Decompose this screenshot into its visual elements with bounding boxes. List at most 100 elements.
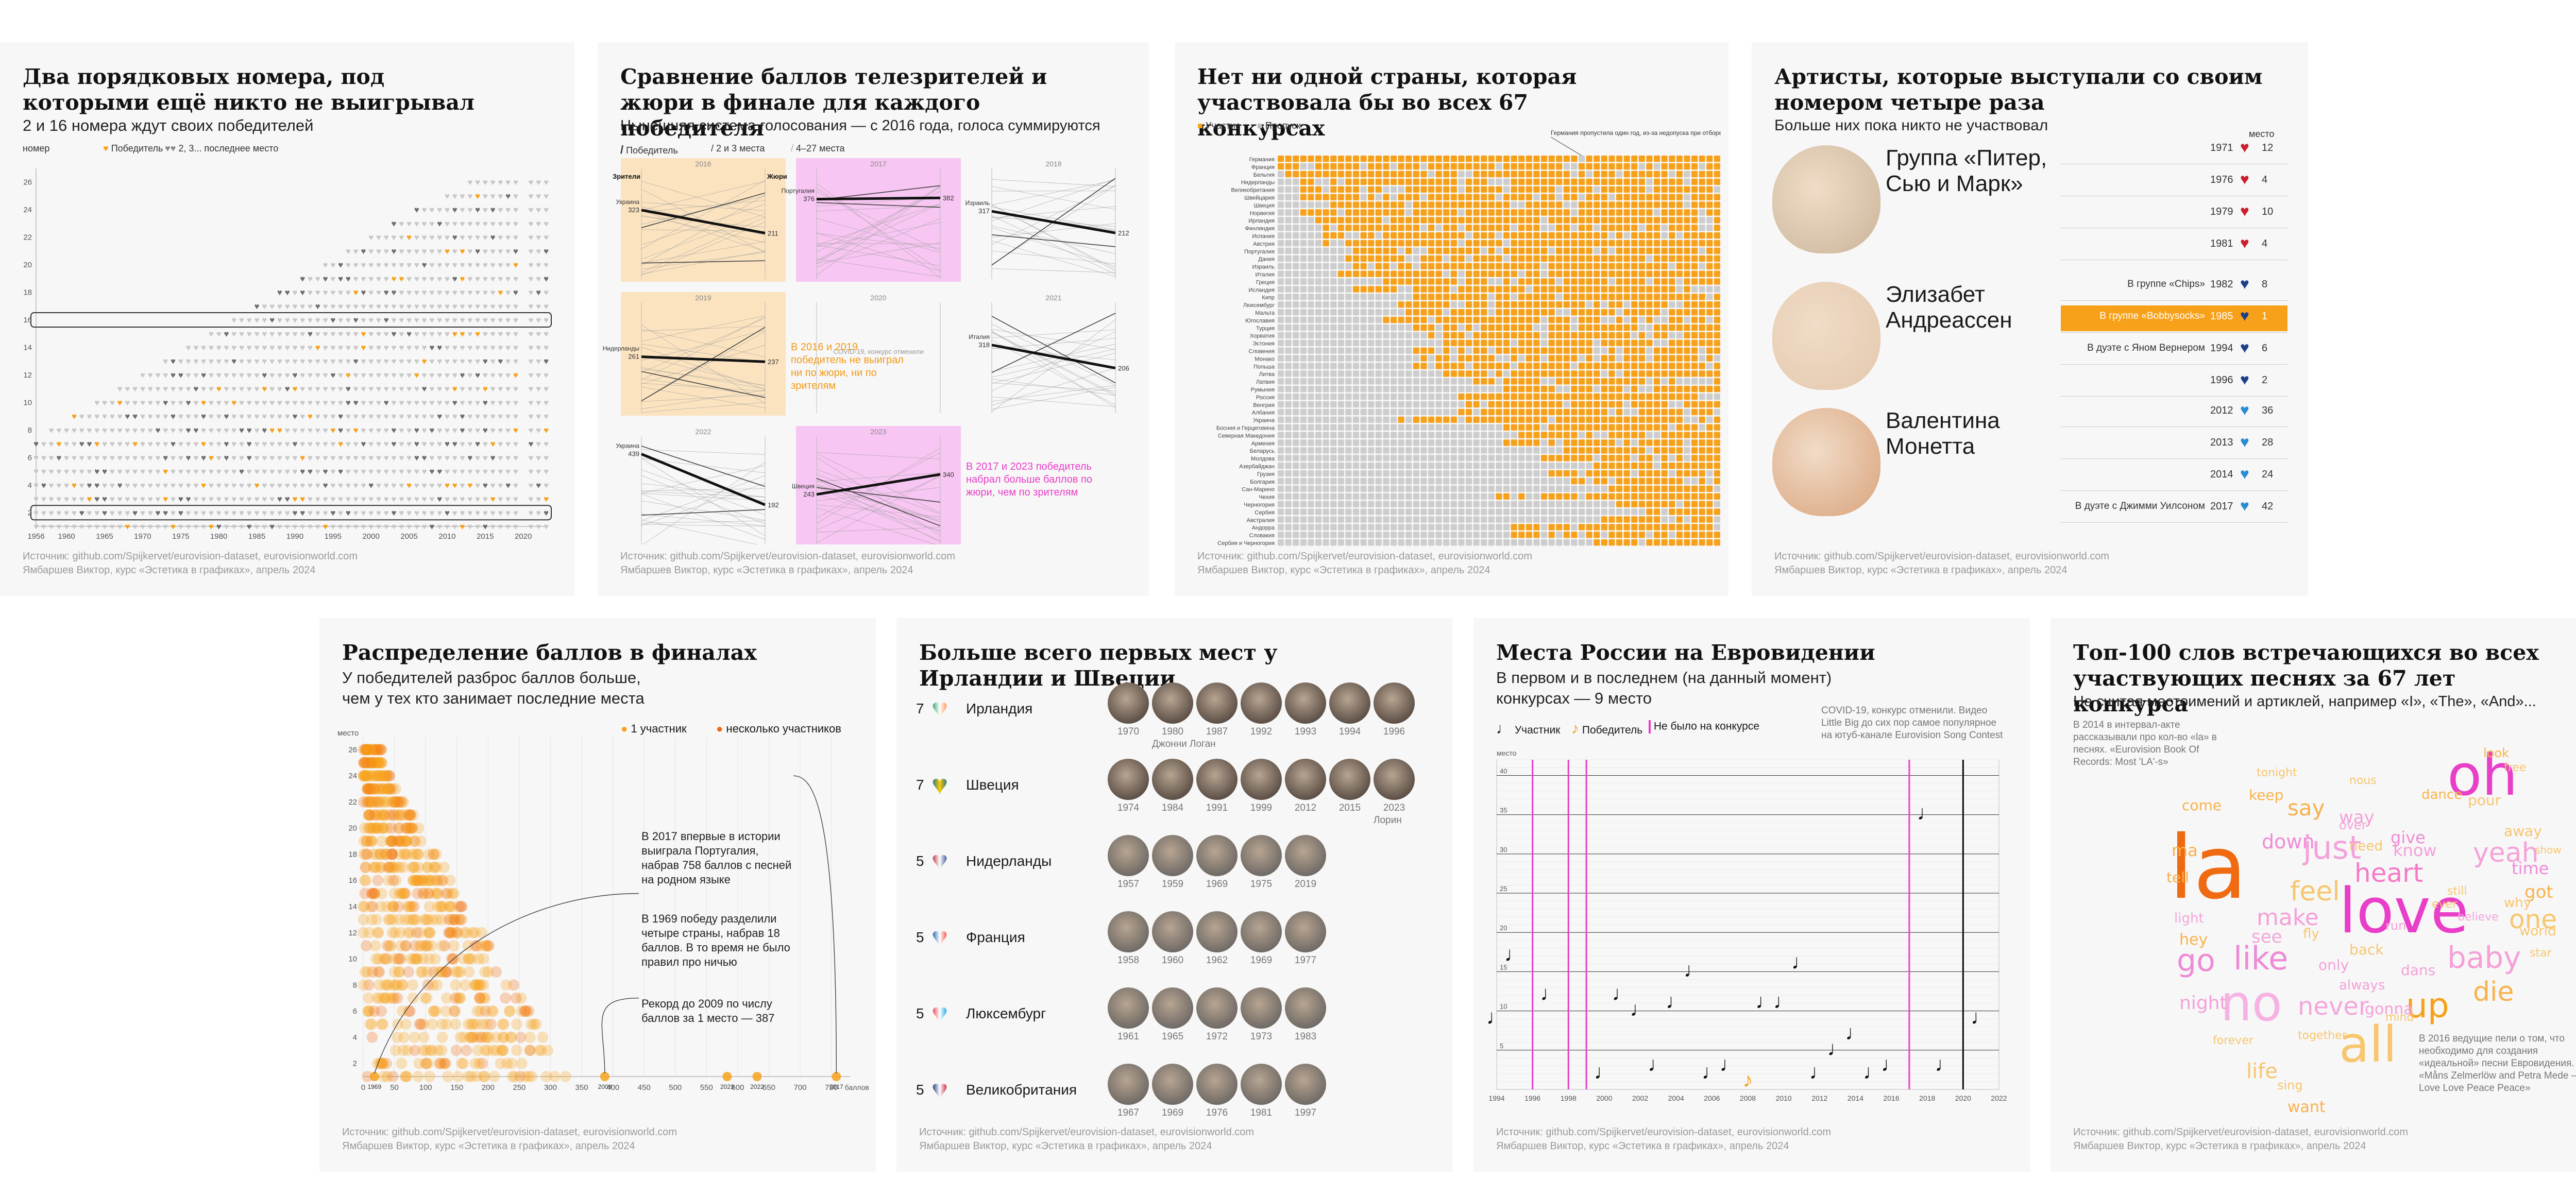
cell: [1706, 432, 1713, 438]
cell: [1661, 301, 1668, 308]
heart-mark: ♥: [269, 301, 275, 311]
cell: [1435, 270, 1442, 277]
cell: [1556, 524, 1563, 531]
cell: [1511, 493, 1517, 500]
cell: [1428, 447, 1435, 454]
cell: [1345, 470, 1352, 477]
cell: [1458, 186, 1465, 193]
heart-mark: ♥: [277, 494, 282, 504]
cell: [1353, 470, 1360, 477]
cell: [1684, 393, 1690, 400]
cell: [1330, 363, 1337, 369]
cell: [1368, 232, 1375, 239]
cell: [1608, 401, 1615, 408]
cell: [1556, 294, 1563, 300]
cell: [1684, 178, 1690, 185]
cell: [1413, 263, 1419, 269]
cell: [1511, 294, 1517, 300]
cell: [1676, 539, 1683, 546]
heart-mark: ♥: [338, 439, 343, 449]
heart-mark: ♥: [353, 508, 359, 518]
cell: [1308, 255, 1314, 262]
cell: [1308, 501, 1314, 507]
heart-mark: ♥: [353, 356, 359, 366]
heart-mark: ♥: [445, 370, 450, 380]
heart-mark: ♥: [452, 425, 457, 435]
heart-mark: ♥: [231, 384, 236, 394]
cell: [1308, 339, 1314, 346]
cell: [1345, 270, 1352, 277]
cell: [1323, 270, 1329, 277]
cell: [1623, 532, 1630, 538]
cell: [1601, 416, 1607, 423]
cell: [1699, 455, 1705, 462]
cell: [1503, 378, 1510, 385]
cell: [1601, 201, 1607, 208]
cell: [1308, 485, 1314, 492]
cell: [1548, 347, 1555, 354]
cell: [1420, 347, 1427, 354]
cell: [1608, 347, 1615, 354]
rest-line: [641, 181, 766, 211]
heart-mark: ♥: [406, 384, 412, 394]
heart-mark: ♥: [193, 343, 198, 353]
cell: [1443, 332, 1450, 339]
cell: [1608, 186, 1615, 193]
panel-year: 2018: [1045, 160, 1061, 168]
heart-mark: ♥: [209, 343, 214, 353]
cell: [1488, 156, 1495, 162]
cell: [1278, 401, 1284, 408]
heart-mark: ♥: [368, 301, 374, 311]
cell: [1300, 247, 1307, 254]
cell: [1496, 463, 1502, 469]
heart-mark: ♥: [429, 288, 434, 298]
cell: [1353, 477, 1360, 485]
cell: [1368, 347, 1375, 354]
heart-mark: ♥: [201, 453, 206, 463]
heart-mark: ♥: [308, 343, 313, 353]
heart-mark: ♥: [323, 481, 328, 490]
cell: [1278, 247, 1284, 254]
cell: [1684, 301, 1690, 308]
cell: [1345, 424, 1352, 431]
heart-mark: ♥: [368, 467, 374, 476]
heart-mark: ♥: [368, 522, 374, 532]
cell: [1518, 332, 1525, 339]
cell: [1579, 316, 1585, 323]
cell: [1608, 209, 1615, 216]
cell: [1706, 232, 1713, 239]
cell: [1375, 470, 1382, 477]
cell: [1375, 316, 1382, 323]
heart-mark: ♥: [528, 356, 533, 366]
cell: [1285, 247, 1292, 254]
cell: [1323, 170, 1329, 178]
heart-mark: ♥: [513, 398, 518, 407]
cell: [1661, 186, 1668, 193]
cell: [1405, 439, 1412, 446]
cell: [1714, 209, 1720, 216]
heart-mark: ♥: [536, 494, 541, 504]
cell: [1586, 493, 1592, 500]
cell: [1435, 255, 1442, 262]
cell: [1586, 278, 1592, 285]
heart-mark: ♥: [163, 508, 168, 518]
heart-mark: ♥: [209, 508, 214, 518]
heart-mark: ♥: [429, 398, 434, 407]
cell: [1481, 470, 1487, 477]
cell: [1684, 439, 1690, 446]
cell: [1413, 339, 1419, 346]
cell: [1533, 301, 1540, 308]
cell: [1608, 316, 1615, 323]
cell: [1458, 232, 1465, 239]
cell: [1405, 309, 1412, 316]
cell: [1691, 524, 1698, 531]
cell: [1488, 263, 1495, 269]
heart-mark: ♥: [490, 288, 496, 298]
cell: [1300, 401, 1307, 408]
heart-mark: ♥: [429, 246, 434, 256]
cell: [1661, 309, 1668, 316]
cell: [1315, 217, 1322, 224]
cell: [1360, 386, 1367, 392]
cell: [1706, 278, 1713, 285]
cell: [1638, 516, 1645, 523]
